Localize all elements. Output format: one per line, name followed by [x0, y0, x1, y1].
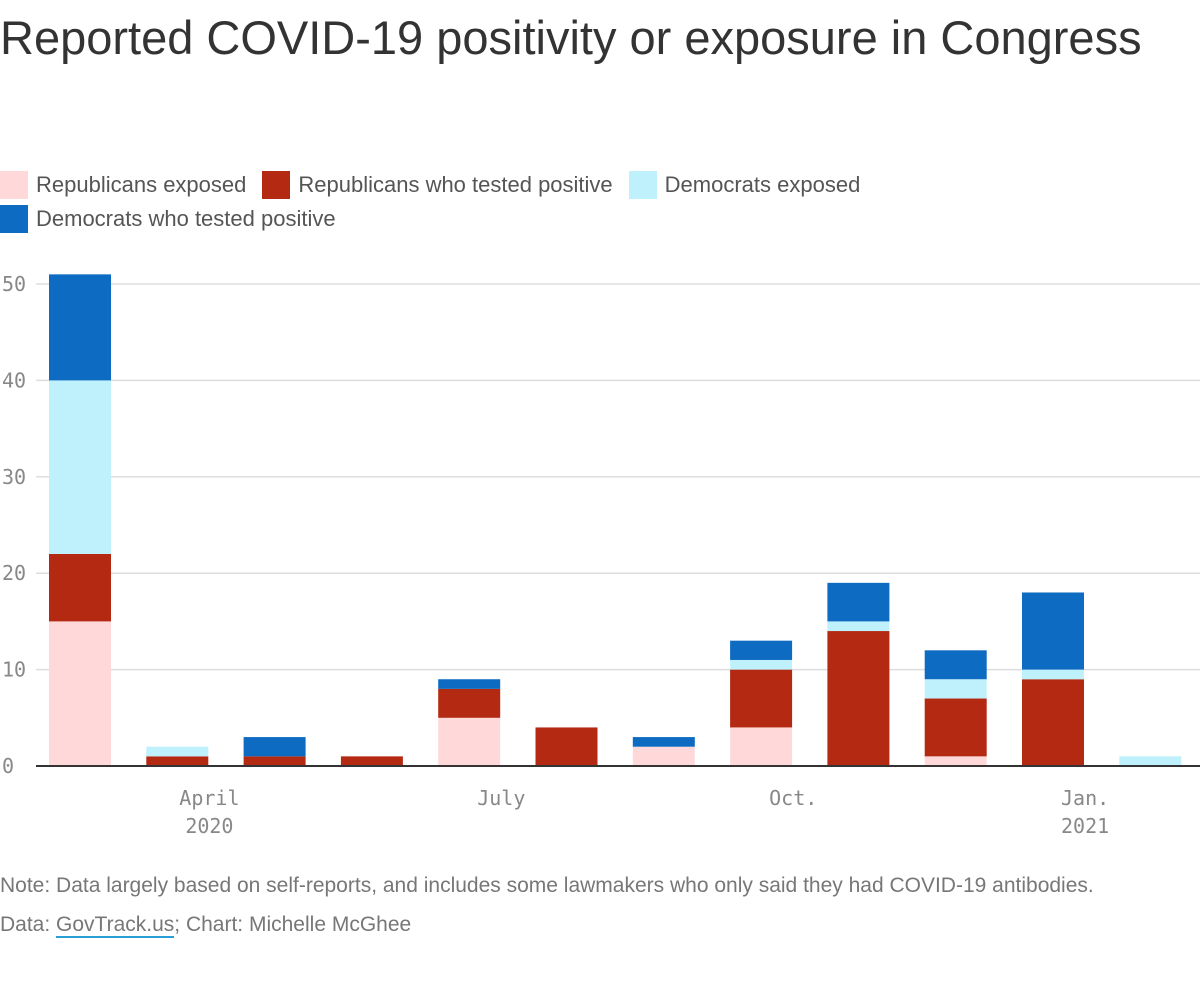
legend: Republicans exposed Republicans who test…: [0, 168, 1200, 236]
legend-swatch: [0, 205, 28, 233]
y-tick-label: 0: [2, 754, 14, 778]
bar-segment: [1022, 679, 1084, 766]
bar-segment: [730, 640, 793, 660]
legend-item-republicans-positive: Republicans who tested positive: [262, 171, 613, 199]
bar-segment: [827, 631, 890, 766]
chart-note: Note: Data largely based on self-reports…: [0, 874, 1094, 897]
bar-segment: [438, 717, 501, 766]
bar-segment: [340, 756, 403, 766]
bar-segment: [632, 746, 695, 766]
source-prefix: Data:: [0, 913, 57, 936]
bar-segment: [924, 650, 987, 680]
legend-swatch: [628, 171, 657, 199]
bar-segment: [1119, 756, 1182, 766]
bar-segment: [1022, 669, 1084, 680]
bar-segment: [632, 737, 695, 747]
chart-source: Data: GovTrack.us; Chart: Michelle McGhe…: [0, 911, 1180, 938]
legend-item-democrats-exposed: Democrats exposed: [628, 171, 861, 199]
y-tick-label: 20: [2, 561, 26, 585]
legend-label: Democrats exposed: [664, 172, 861, 197]
chart-title: Reported COVID-19 positivity or exposure…: [0, 11, 1142, 64]
legend-row-1: Republicans exposed Republicans who test…: [0, 168, 1200, 202]
source-link[interactable]: GovTrack.us: [56, 913, 175, 938]
y-tick-label: 10: [2, 658, 26, 682]
bar-segment: [49, 553, 111, 622]
legend-label: Republicans exposed: [36, 172, 247, 197]
x-tick-label: April: [179, 786, 239, 810]
bar-segment: [146, 756, 209, 766]
x-tick-sublabel: 2020: [185, 814, 233, 838]
y-tick-label: 50: [2, 272, 26, 296]
bar-segment: [49, 274, 111, 381]
x-tick-label: Jan.: [1061, 786, 1109, 810]
bar-segment: [924, 698, 987, 757]
bar-segment: [730, 659, 793, 670]
bar-segment: [924, 679, 987, 699]
x-tick-label: July: [477, 786, 525, 810]
bar-segment: [243, 737, 306, 757]
chart-footer: Note: Data largely based on self-reports…: [0, 872, 1180, 938]
x-tick-sublabel: 2021: [1061, 814, 1109, 838]
bar-segment: [49, 380, 111, 554]
x-tick-label: Oct.: [769, 786, 817, 810]
bar-segment: [438, 688, 501, 718]
y-tick-label: 30: [2, 465, 26, 489]
legend-row-2: Democrats who tested positive: [0, 202, 1200, 236]
stacked-bar-chart: 0 10 20 30 40 50 April 2020 July Oct. Jan. 2021: [2, 272, 1200, 838]
legend-swatch: [262, 171, 291, 199]
bar-segment: [827, 621, 890, 632]
bar-segment: [243, 756, 306, 766]
legend-item-republicans-exposed: Republicans exposed: [0, 171, 246, 199]
chart-credit: ; Chart: Michelle McGhee: [174, 913, 412, 936]
bar-segment: [146, 746, 209, 757]
bar-segment: [1022, 592, 1084, 670]
legend-swatch: [0, 171, 28, 199]
legend-label: Republicans who tested positive: [298, 172, 613, 197]
bar-segment: [438, 679, 501, 689]
y-tick-label: 40: [2, 368, 26, 392]
bar-segment: [924, 756, 987, 766]
legend-item-democrats-positive: Democrats who tested positive: [0, 205, 336, 233]
bar-segment: [827, 582, 890, 622]
bar-segment: [535, 727, 598, 766]
legend-label: Democrats who tested positive: [36, 206, 336, 231]
bar-segment: [49, 621, 111, 766]
bar-segment: [730, 669, 793, 728]
bar-segment: [730, 727, 793, 766]
